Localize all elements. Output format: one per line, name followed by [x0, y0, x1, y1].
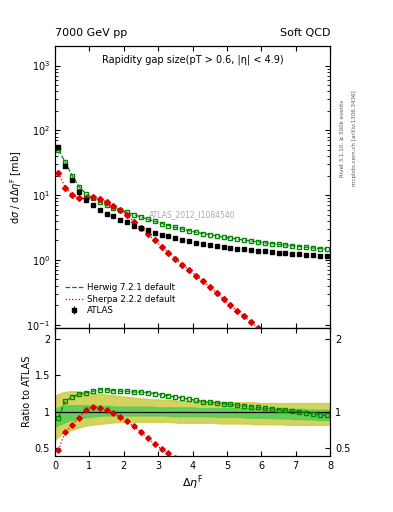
Herwig 7.2.1 default — [118, 207, 123, 213]
Herwig 7.2.1 default — [187, 228, 191, 234]
Herwig 7.2.1 default — [297, 244, 301, 250]
Sherpa 2.2.2 default — [214, 290, 219, 296]
Herwig 7.2.1 default — [90, 195, 95, 201]
Herwig 7.2.1 default — [324, 246, 329, 252]
Herwig 7.2.1 default — [77, 184, 81, 190]
Herwig 7.2.1 default — [249, 238, 253, 244]
Herwig 7.2.1 default — [104, 202, 109, 208]
Line: Sherpa 2.2.2 default: Sherpa 2.2.2 default — [59, 173, 327, 385]
Herwig 7.2.1 default — [166, 222, 171, 228]
Sherpa 2.2.2 default — [194, 273, 198, 279]
Sherpa 2.2.2 default — [255, 325, 260, 331]
Sherpa 2.2.2 default — [228, 302, 233, 308]
Herwig 7.2.1 default — [132, 211, 136, 218]
Sherpa 2.2.2 default — [221, 296, 226, 302]
Sherpa 2.2.2 default — [297, 358, 301, 365]
Sherpa 2.2.2 default — [318, 375, 322, 381]
Herwig 7.2.1 default — [194, 229, 198, 236]
Herwig 7.2.1 default — [70, 173, 75, 179]
Sherpa 2.2.2 default — [132, 219, 136, 225]
Y-axis label: Ratio to ATLAS: Ratio to ATLAS — [22, 356, 32, 428]
Herwig 7.2.1 default — [173, 224, 178, 230]
Herwig 7.2.1 default — [283, 242, 288, 248]
Herwig 7.2.1 default — [139, 214, 143, 220]
Sherpa 2.2.2 default — [310, 370, 315, 376]
Sherpa 2.2.2 default — [145, 231, 150, 237]
Sherpa 2.2.2 default — [77, 195, 81, 201]
Herwig 7.2.1 default — [221, 234, 226, 240]
Herwig 7.2.1 default — [56, 147, 61, 153]
Sherpa 2.2.2 default — [90, 194, 95, 200]
Text: ATLAS_2012_I1084540: ATLAS_2012_I1084540 — [149, 210, 236, 220]
Sherpa 2.2.2 default — [104, 199, 109, 205]
Text: Rapidity gap size(pT > 0.6, |η| < 4.9): Rapidity gap size(pT > 0.6, |η| < 4.9) — [102, 55, 283, 65]
Herwig 7.2.1 default — [159, 221, 164, 227]
Herwig 7.2.1 default — [269, 241, 274, 247]
Sherpa 2.2.2 default — [269, 336, 274, 342]
Herwig 7.2.1 default — [276, 241, 281, 247]
Sherpa 2.2.2 default — [111, 203, 116, 209]
Text: Soft QCD: Soft QCD — [280, 28, 330, 38]
Herwig 7.2.1 default — [255, 239, 260, 245]
Sherpa 2.2.2 default — [235, 308, 240, 314]
Sherpa 2.2.2 default — [276, 342, 281, 348]
Sherpa 2.2.2 default — [70, 192, 75, 198]
Herwig 7.2.1 default — [63, 159, 68, 165]
Sherpa 2.2.2 default — [63, 185, 68, 191]
Y-axis label: d$\sigma$ / d$\Delta\eta^\mathregular{F}$ [mb]: d$\sigma$ / d$\Delta\eta^\mathregular{F}… — [8, 150, 24, 224]
Herwig 7.2.1 default — [84, 190, 88, 197]
Sherpa 2.2.2 default — [242, 313, 246, 319]
Herwig 7.2.1 default — [214, 233, 219, 239]
Herwig 7.2.1 default — [304, 244, 309, 250]
Sherpa 2.2.2 default — [152, 238, 157, 244]
Text: Rivet 3.1.10, ≥ 500k events: Rivet 3.1.10, ≥ 500k events — [340, 100, 345, 177]
Herwig 7.2.1 default — [97, 199, 102, 205]
Text: 7000 GeV pp: 7000 GeV pp — [55, 28, 127, 38]
Sherpa 2.2.2 default — [125, 212, 130, 218]
Herwig 7.2.1 default — [310, 245, 315, 251]
Sherpa 2.2.2 default — [200, 278, 205, 284]
Sherpa 2.2.2 default — [56, 170, 61, 176]
Sherpa 2.2.2 default — [283, 348, 288, 354]
Herwig 7.2.1 default — [180, 226, 185, 232]
Sherpa 2.2.2 default — [187, 267, 191, 273]
Sherpa 2.2.2 default — [304, 364, 309, 370]
Herwig 7.2.1 default — [111, 205, 116, 211]
Line: Herwig 7.2.1 default: Herwig 7.2.1 default — [59, 150, 327, 249]
Herwig 7.2.1 default — [290, 243, 295, 249]
Sherpa 2.2.2 default — [159, 244, 164, 250]
Legend: Herwig 7.2.1 default, Sherpa 2.2.2 default, ATLAS: Herwig 7.2.1 default, Sherpa 2.2.2 defau… — [62, 281, 178, 318]
Sherpa 2.2.2 default — [139, 225, 143, 231]
Herwig 7.2.1 default — [242, 237, 246, 243]
Sherpa 2.2.2 default — [180, 262, 185, 268]
Herwig 7.2.1 default — [235, 236, 240, 242]
Sherpa 2.2.2 default — [173, 255, 178, 262]
Herwig 7.2.1 default — [125, 209, 130, 216]
Sherpa 2.2.2 default — [263, 330, 267, 336]
Sherpa 2.2.2 default — [249, 319, 253, 325]
Herwig 7.2.1 default — [228, 235, 233, 241]
Text: mcplots.cern.ch [arXiv:1306.3436]: mcplots.cern.ch [arXiv:1306.3436] — [352, 91, 357, 186]
Sherpa 2.2.2 default — [97, 196, 102, 202]
Herwig 7.2.1 default — [145, 216, 150, 222]
Herwig 7.2.1 default — [200, 230, 205, 237]
Sherpa 2.2.2 default — [290, 353, 295, 359]
Sherpa 2.2.2 default — [208, 284, 212, 290]
Herwig 7.2.1 default — [263, 240, 267, 246]
Herwig 7.2.1 default — [152, 218, 157, 224]
X-axis label: $\Delta\eta^\mathregular{F}$: $\Delta\eta^\mathregular{F}$ — [182, 473, 203, 492]
Sherpa 2.2.2 default — [84, 195, 88, 201]
Herwig 7.2.1 default — [318, 245, 322, 251]
Sherpa 2.2.2 default — [324, 381, 329, 388]
Herwig 7.2.1 default — [208, 231, 212, 238]
Sherpa 2.2.2 default — [166, 249, 171, 255]
Sherpa 2.2.2 default — [118, 207, 123, 213]
